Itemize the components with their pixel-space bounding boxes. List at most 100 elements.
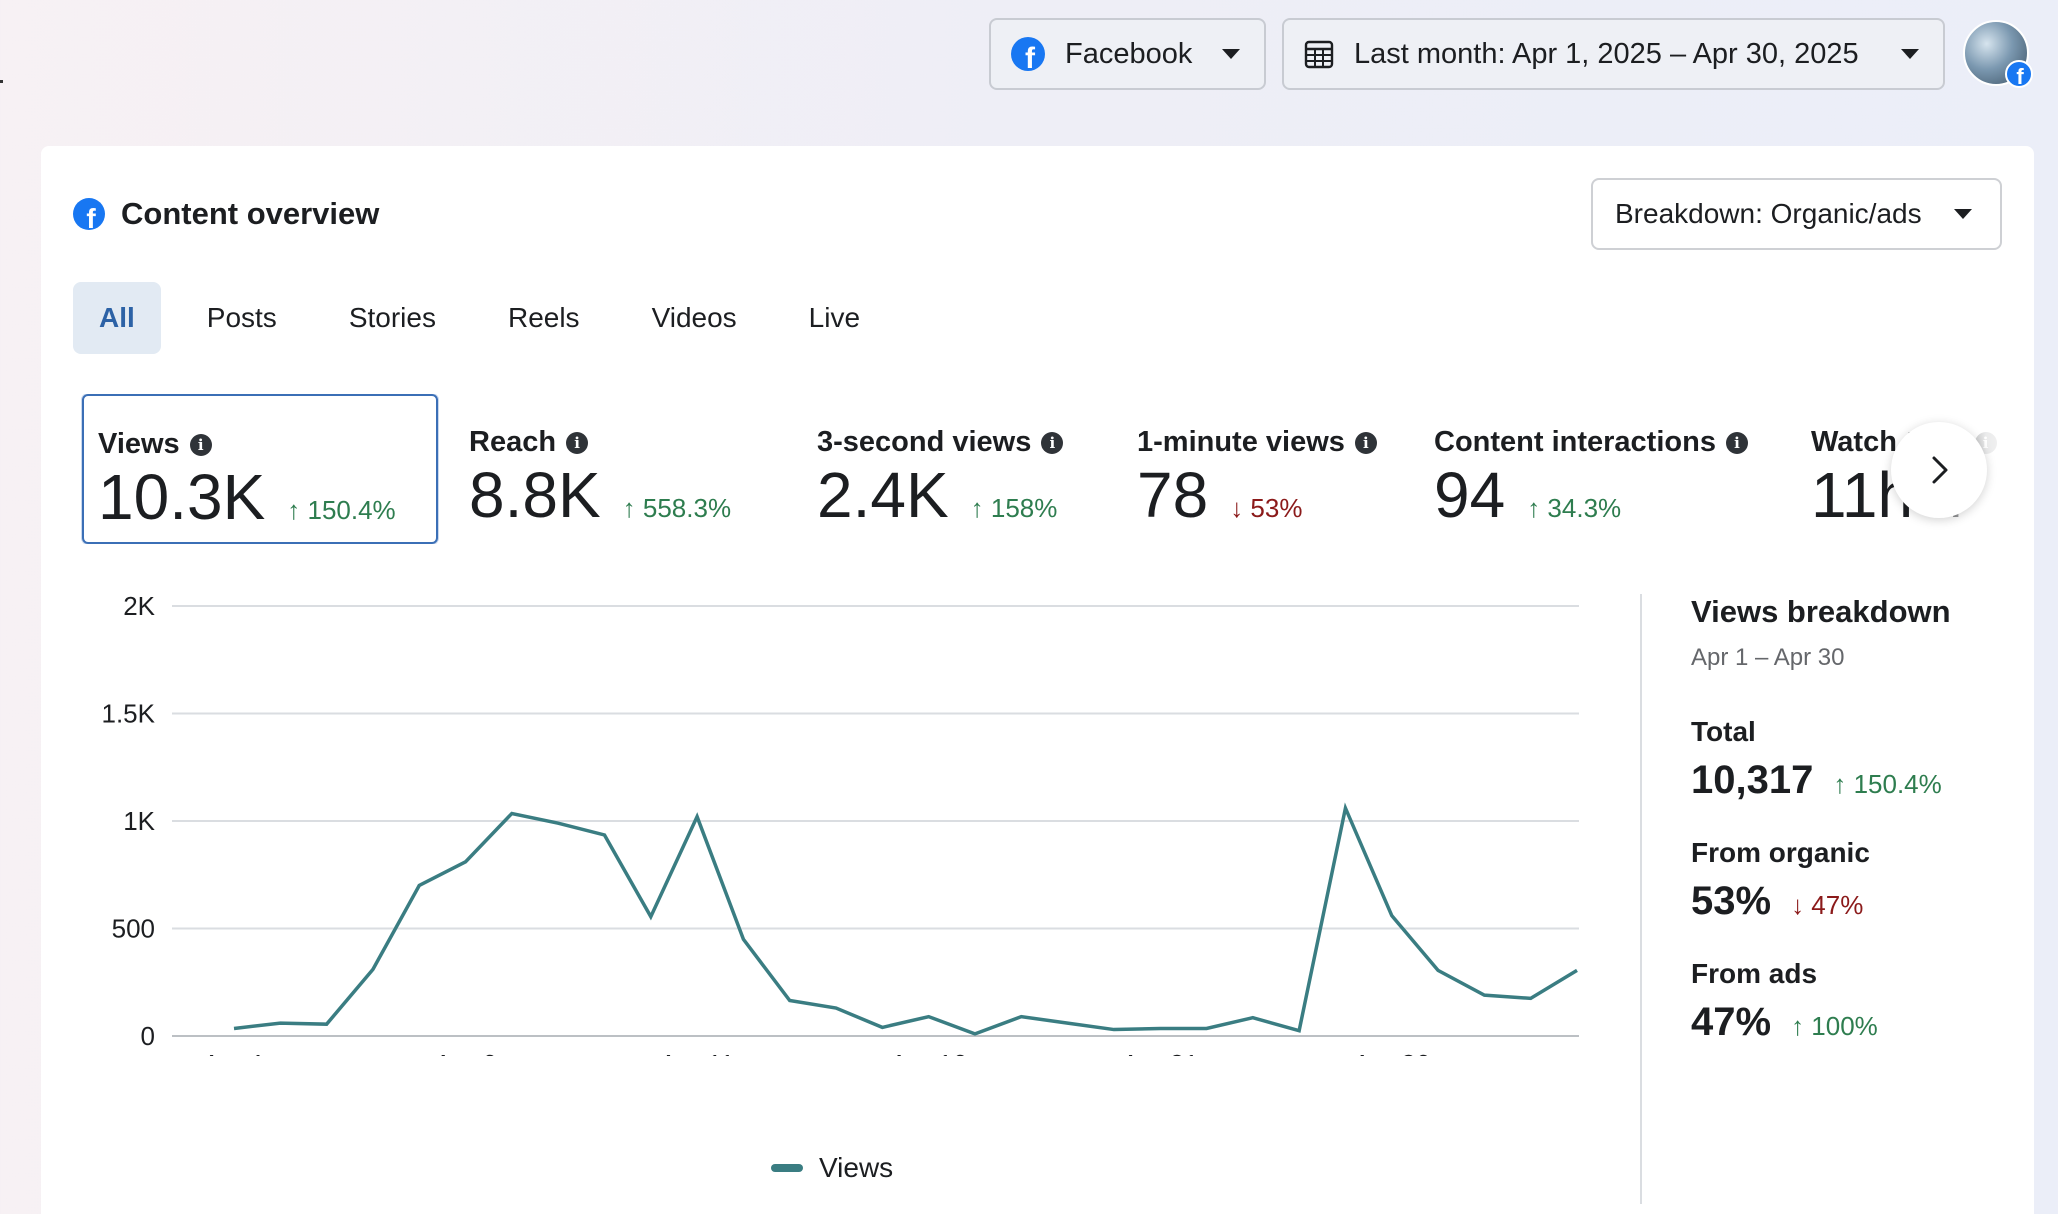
metric-1-minute-views[interactable]: 1-minute views i 78 ↓ 53%	[1137, 394, 1437, 544]
arrow-down-icon: ↓	[1791, 890, 1812, 920]
x-tick-label: Apr 6	[434, 1049, 496, 1056]
data-point[interactable]	[411, 878, 427, 894]
data-point[interactable]	[1291, 1023, 1307, 1039]
chevron-right-icon	[1932, 456, 1948, 484]
series-line-views[interactable]	[233, 802, 1578, 1036]
info-icon[interactable]: i	[1354, 431, 1377, 454]
scroll-next-button[interactable]	[1891, 422, 1987, 518]
metrics-row: Views i 10.3K ↑ 150.4% Reach i 8.8K ↑ 55…	[41, 394, 2034, 544]
metric-change: ↑ 34.3%	[1527, 493, 1621, 524]
y-tick-label: 1K	[123, 806, 155, 836]
x-tick-label: Apr 26	[1353, 1049, 1430, 1056]
data-point[interactable]	[1523, 990, 1539, 1006]
data-point[interactable]	[1245, 1010, 1261, 1026]
stat-from-organic: From organic 53% ↓ 47%	[1691, 837, 2021, 924]
data-point[interactable]	[550, 815, 566, 831]
data-point[interactable]	[1060, 1015, 1076, 1031]
date-range-dropdown[interactable]: Last month: Apr 1, 2025 – Apr 30, 2025	[1282, 18, 1945, 90]
data-point[interactable]	[272, 1015, 288, 1031]
stat-change-value: 47%	[1811, 890, 1864, 920]
metric-3-second-views[interactable]: 3-second views i 2.4K ↑ 158%	[817, 394, 1137, 544]
data-point[interactable]	[874, 1019, 890, 1035]
x-tick-label: Apr 11	[660, 1049, 735, 1056]
tab-reels[interactable]: Reels	[507, 302, 580, 333]
stat-total: Total 10,317 ↑ 150.4%	[1691, 716, 2021, 803]
data-point[interactable]	[504, 805, 520, 821]
info-icon[interactable]: i	[1041, 431, 1064, 454]
data-point[interactable]	[1152, 1020, 1168, 1036]
metric-label: 3-second views i	[817, 426, 1064, 459]
platform-dropdown[interactable]: f Facebook	[989, 18, 1266, 90]
stray-dot	[0, 80, 3, 83]
arrow-up-icon: ↑	[1791, 1011, 1812, 1041]
tab-posts[interactable]: Posts	[206, 302, 277, 333]
facebook-badge-icon: f	[2005, 60, 2033, 88]
metric-label: 1-minute views i	[1137, 426, 1377, 459]
data-point[interactable]	[1106, 1022, 1122, 1038]
metric-change-value: 53%	[1250, 493, 1303, 523]
stat-change: ↓ 47%	[1791, 890, 1863, 921]
date-range-label: Last month: Apr 1, 2025 – Apr 30, 2025	[1354, 37, 1859, 70]
metric-reach[interactable]: Reach i 8.8K ↑ 558.3%	[469, 394, 799, 544]
y-tick-label: 1.5K	[102, 699, 156, 729]
y-tick-label: 2K	[123, 591, 155, 621]
profile-avatar[interactable]: f	[1963, 20, 2033, 88]
data-point[interactable]	[596, 827, 612, 843]
data-point[interactable]	[782, 993, 798, 1009]
metric-label-text: 1-minute views	[1137, 426, 1345, 458]
arrow-up-icon: ↑	[622, 493, 643, 523]
data-point[interactable]	[365, 961, 381, 977]
data-point[interactable]	[458, 854, 474, 870]
y-tick-label: 500	[112, 914, 155, 944]
data-point[interactable]	[1199, 1020, 1215, 1036]
data-point[interactable]	[967, 1026, 983, 1042]
stat-change-value: 150.4%	[1853, 769, 1942, 799]
info-icon[interactable]: i	[189, 433, 212, 456]
card-title-text: Content overview	[121, 196, 380, 231]
data-point[interactable]	[1384, 908, 1400, 924]
breakdown-dropdown[interactable]: Breakdown: Organic/ads	[1591, 178, 2002, 250]
metric-label-text: 3-second views	[817, 426, 1032, 458]
arrow-up-icon: ↑	[1527, 493, 1548, 523]
stat-change-value: 100%	[1811, 1011, 1878, 1041]
metric-change-value: 34.3%	[1547, 493, 1622, 523]
metric-views[interactable]: Views i 10.3K ↑ 150.4%	[82, 394, 438, 544]
data-point[interactable]	[1430, 962, 1446, 978]
data-point[interactable]	[319, 1016, 335, 1032]
metric-value: 2.4K	[817, 459, 949, 531]
data-point[interactable]	[828, 1000, 844, 1016]
metric-value: 94	[1434, 459, 1506, 531]
stat-from-ads: From ads 47% ↑ 100%	[1691, 958, 2021, 1045]
platform-label: Facebook	[1065, 37, 1193, 70]
stat-label: From organic	[1691, 837, 1870, 868]
tab-stories[interactable]: Stories	[348, 302, 436, 333]
metric-label: Content interactions i	[1434, 426, 1748, 459]
data-point[interactable]	[735, 931, 751, 947]
info-icon[interactable]: i	[1725, 431, 1748, 454]
data-point[interactable]	[643, 909, 659, 925]
metric-label: Views i	[98, 428, 212, 461]
views-breakdown-panel: Views breakdown Apr 1 – Apr 30 Total 10,…	[1691, 594, 2021, 1045]
tab-all[interactable]: All	[73, 282, 161, 354]
data-point[interactable]	[1569, 962, 1585, 978]
metric-value-row: 8.8K ↑ 558.3%	[469, 458, 731, 532]
data-point[interactable]	[1476, 987, 1492, 1003]
data-point[interactable]	[1337, 800, 1353, 816]
data-point[interactable]	[689, 809, 705, 825]
metric-value-row: 10.3K ↑ 150.4%	[98, 460, 396, 534]
tab-videos[interactable]: Videos	[651, 302, 737, 333]
card-title: f Content overview	[73, 196, 379, 232]
content-overview-card: f Content overview Breakdown: Organic/ad…	[41, 146, 2034, 1214]
info-icon[interactable]: i	[566, 431, 589, 454]
data-point[interactable]	[226, 1020, 242, 1036]
tab-live[interactable]: Live	[808, 302, 861, 333]
metric-content-interactions[interactable]: Content interactions i 94 ↑ 34.3%	[1434, 394, 1774, 544]
metric-label: Reach i	[469, 426, 589, 459]
data-point[interactable]	[921, 1009, 937, 1025]
panel-title: Views breakdown	[1691, 594, 1951, 629]
stat-row: 47% ↑ 100%	[1691, 1000, 2021, 1045]
chart-legend: Views	[771, 1152, 893, 1184]
data-point[interactable]	[1013, 1009, 1029, 1025]
calendar-icon	[1304, 40, 1334, 69]
stat-change: ↑ 100%	[1791, 1011, 1878, 1042]
